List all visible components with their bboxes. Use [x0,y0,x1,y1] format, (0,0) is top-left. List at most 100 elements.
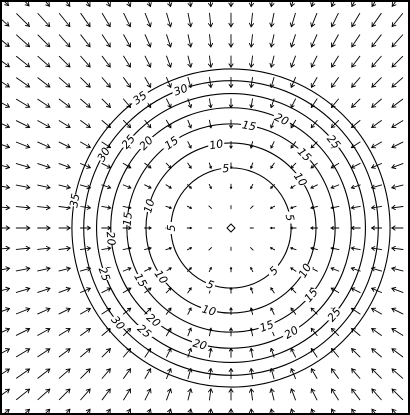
vector-arrowhead [370,184,376,190]
vector-arrow [101,162,111,169]
vector-arrowhead [331,388,336,394]
vector-arrow [166,12,172,28]
vector-arrowhead [4,103,11,108]
vector-arrow [80,34,91,48]
vector-arrowhead [250,186,253,190]
vector-arrowhead [106,388,111,394]
vector-arrowhead [228,367,234,372]
vector-arrowhead [45,42,51,48]
vector-arrow [101,98,111,108]
vector-arrow [37,287,51,293]
vector-arrowhead [146,2,152,8]
vector-arrow [208,119,212,129]
vector-arrowhead [45,204,51,211]
vector-arrow [250,347,253,358]
vector-arrowhead [45,164,51,170]
vector-arrowhead [86,246,92,251]
vector-arrowhead [370,164,376,169]
vector-arrowhead [25,42,31,48]
vector-arrow [148,2,151,7]
vector-arrowhead [187,42,193,48]
vector-arrow [86,408,91,413]
vector-arrow [80,98,91,108]
vector-arrow [37,368,51,379]
vector-arrowhead [248,408,255,413]
vector-arrowhead [4,82,11,88]
vector-arrowhead [207,42,214,48]
vector-arrowhead [86,164,92,169]
vector-arrowhead [331,82,336,88]
vector-arrowhead [391,287,397,292]
vector-arrow [122,267,132,272]
vector-arrowhead [25,388,31,394]
vector-arrowhead [269,388,275,394]
vector-arrow [331,388,339,401]
vector-arrow [310,327,318,337]
vector-arrowhead [289,206,294,210]
vector-arrowhead [65,287,71,292]
vector-arrow [101,348,111,358]
vector-arrow [24,408,30,413]
vector-arrowhead [371,82,377,88]
vector-arrowhead [45,368,51,374]
vector-arrowhead [45,348,51,353]
vector-arrow [15,348,31,358]
vector-arrowhead [330,226,334,230]
contour-line-35 [71,68,391,388]
vector-arrow [290,408,294,413]
vector-arrow [80,120,91,128]
contour-label-10: 10 [208,137,224,152]
vector-arrowhead [270,287,274,291]
vector-arrow [391,287,404,293]
vector-arrow [351,98,361,108]
vector-arrow [2,287,10,291]
vector-arrow [2,308,10,312]
vector-arrow [187,12,192,28]
vector-arrow [15,328,31,336]
vector-arrow [15,141,31,148]
vector-arrowhead [65,42,71,48]
vector-arrowhead [289,2,295,8]
vector-arrow [187,287,192,294]
vector-arrow [351,388,361,401]
vector-arrow [16,55,30,68]
vector-arrow [123,388,131,401]
vector-arrowhead [146,62,152,68]
vector-arrow [250,247,254,251]
vector-arrow [391,163,404,169]
contour-label-background [66,194,83,207]
vector-arrowhead [208,367,213,373]
vector-arrowhead [45,123,51,129]
vector-arrow [311,408,314,413]
vector-arrowhead [24,2,30,7]
vector-arrowhead [310,164,315,169]
vector-arrowhead [391,62,397,68]
vector-arrowhead [391,123,397,128]
vector-arrowhead [86,205,92,210]
vector-arrowhead [351,348,356,353]
contour-label-15: 15 [131,271,149,290]
vector-arrow [270,119,275,129]
contour-label-background [205,278,215,291]
vector-arrowhead [106,2,111,8]
vector-arrow [80,55,91,68]
vector-arrow [290,205,297,209]
vector-arrowhead [269,226,273,230]
vector-arrowhead [391,2,397,8]
vector-arrow [144,55,151,68]
vector-arrow [250,141,254,149]
vector-arrowhead [208,83,213,89]
vector-arrowhead [187,347,193,353]
vector-arrow [16,34,30,48]
vector-arrowhead [290,124,295,129]
contour-label-background [120,135,137,148]
vector-arrow [144,184,152,189]
vector-arrow [270,162,275,169]
vector-arrowhead [209,186,212,190]
vector-arrowhead [146,82,152,89]
contour-line-10 [145,142,317,314]
vector-arrowhead [4,408,10,413]
vector-arrowhead [228,43,234,48]
vector-arrowhead [5,286,11,292]
vector-arrowhead [85,22,91,28]
